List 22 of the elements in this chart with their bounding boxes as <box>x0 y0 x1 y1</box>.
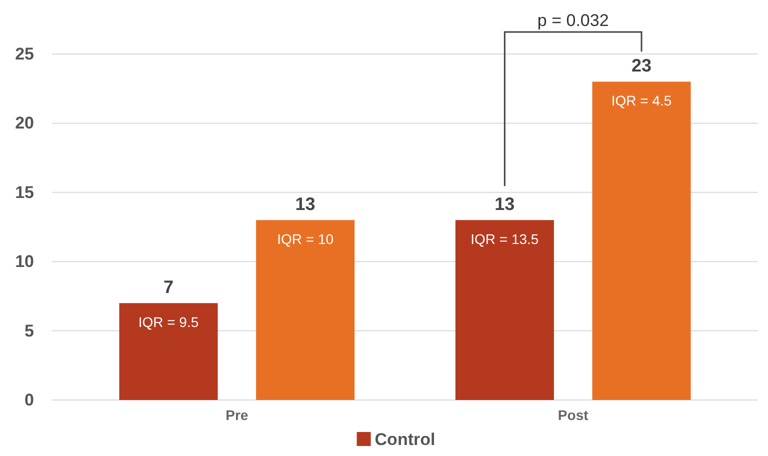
y-tick-label: 10 <box>15 252 34 272</box>
annotation: IQR = 10 <box>277 231 334 248</box>
bar <box>256 220 355 400</box>
data-label: 13 <box>494 194 515 214</box>
annotation: IQR = 4.5 <box>611 92 672 109</box>
data-label: 7 <box>163 277 174 298</box>
annotation: IQR = 13.5 <box>470 231 539 248</box>
x-tick-label: Pre <box>226 406 248 423</box>
bar <box>592 82 691 400</box>
data-label: 23 <box>631 56 652 76</box>
annotation: IQR = 9.5 <box>138 314 199 330</box>
y-tick-label: 0 <box>24 390 34 410</box>
data-label: 13 <box>295 194 316 214</box>
legend-label: Control <box>374 430 436 449</box>
bar <box>119 303 218 400</box>
bar <box>455 220 554 400</box>
y-tick-label: 5 <box>24 321 34 340</box>
y-tick-label: 20 <box>15 114 34 133</box>
x-tick-label: Post <box>558 406 589 423</box>
text: p = 0.032 <box>537 11 609 30</box>
y-tick-label: 15 <box>15 182 34 202</box>
y-tick-label: 25 <box>15 44 34 64</box>
